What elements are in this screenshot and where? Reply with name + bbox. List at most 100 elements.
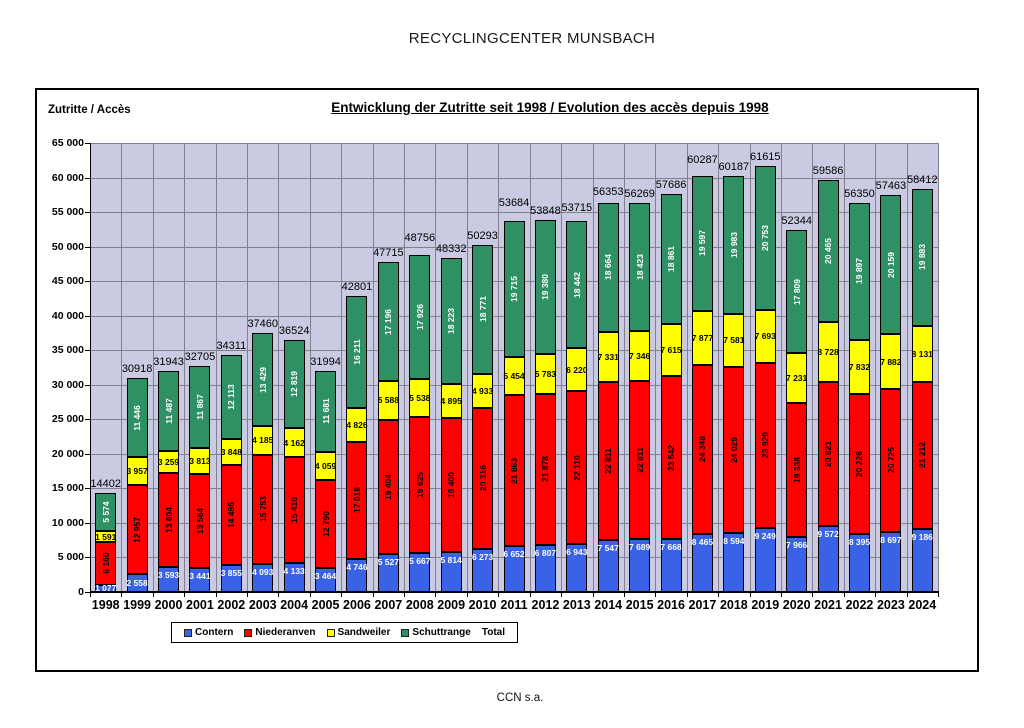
x-tick-label: 2008 — [405, 598, 434, 612]
bar-segment-label: 17 018 — [351, 487, 362, 514]
x-axis-tick — [592, 592, 594, 597]
bar-segment-schuttrange — [503, 221, 525, 358]
bar-segment-schuttrange — [189, 366, 211, 449]
bar-segment-label: 23 542 — [666, 444, 677, 471]
bar-segment-label: 4 059 — [314, 460, 337, 471]
bar-segment-label: 19 983 — [728, 232, 739, 259]
bar-segment-label: 3 464 — [314, 571, 337, 582]
x-gridline — [875, 143, 877, 592]
bar-segment-schuttrange — [786, 230, 808, 354]
bar-segment-label: 1 591 — [95, 531, 117, 542]
bar-segment-label: 4 093 — [252, 566, 274, 577]
bar-segment-label: 7 832 — [848, 362, 871, 373]
y-axis-tick — [85, 143, 90, 144]
x-tick-label: 2010 — [468, 598, 497, 612]
x-gridline — [404, 143, 406, 592]
bar-segment-label: 4 746 — [346, 562, 368, 573]
bar-segment-label: 20 159 — [885, 251, 896, 278]
bar-segment-contern — [911, 528, 933, 592]
bar-segment-label: 18 423 — [634, 253, 645, 280]
y-axis-tick — [85, 246, 90, 248]
x-tick-label: 1998 — [91, 598, 120, 612]
y-axis-tick — [85, 453, 90, 455]
bar-segment-label: 3 855 — [220, 568, 242, 579]
bar-segment-contern — [95, 584, 117, 592]
bar-segment-label: 11 446 — [132, 405, 143, 431]
y-tick-label: 65 000 — [51, 137, 84, 149]
bar-segment-sandweiler — [848, 340, 870, 395]
bar-total-label: 31994 — [310, 355, 341, 368]
x-axis-tick — [466, 592, 468, 597]
x-gridline — [749, 143, 751, 592]
bar-segment-contern — [315, 568, 337, 592]
y-tick-label: 30 000 — [51, 378, 84, 391]
bar-segment-niederanven — [566, 391, 588, 545]
y-axis-tick — [85, 419, 90, 421]
bar-segment-sandweiler — [377, 381, 399, 420]
x-gridline — [906, 143, 908, 592]
y-axis-tick — [85, 177, 90, 179]
bar-segment-schuttrange — [566, 220, 588, 349]
bar-segment-contern — [158, 567, 180, 592]
bar-segment-niederanven — [283, 457, 305, 564]
x-axis-tick — [812, 592, 814, 597]
bar-segment-label: 13 604 — [163, 507, 174, 534]
bar-segment-label: 5 527 — [377, 556, 399, 567]
x-axis-tick — [309, 592, 311, 597]
bar-segment-schuttrange — [126, 378, 148, 458]
bar-segment-sandweiler — [189, 448, 211, 475]
x-gridline — [215, 143, 217, 592]
x-tick-label: 1999 — [123, 598, 152, 612]
bar-segment-contern — [534, 544, 556, 592]
bar-segment-label: 22 110 — [571, 454, 582, 481]
bar-segment-label: 19 897 — [854, 258, 865, 285]
bar-segment-label: 20 316 — [477, 465, 488, 492]
bar-segment-label: 21 878 — [540, 456, 551, 483]
x-gridline — [498, 143, 500, 592]
bar-segment-label: 19 715 — [509, 276, 519, 303]
bar-segment-niederanven — [880, 388, 902, 532]
bar-segment-label: 3 813 — [189, 456, 211, 467]
x-gridline — [184, 143, 186, 592]
x-gridline — [466, 143, 468, 592]
bar-segment-label: 16 211 — [351, 339, 362, 366]
bar-segment-contern — [786, 536, 808, 592]
bar-segment-niederanven — [534, 393, 556, 545]
bar-segment-label: 8 131 — [911, 348, 933, 359]
bar-segment-label: 7 882 — [880, 356, 902, 367]
bar-total-label: 50293 — [467, 229, 498, 242]
bar-segment-schuttrange — [660, 193, 682, 324]
bar-segment-niederanven — [95, 542, 117, 585]
bar-segment-sandweiler — [911, 325, 933, 382]
bar-segment-niederanven — [126, 484, 148, 575]
bar-segment-label: 7 693 — [754, 331, 776, 342]
bar-total-label: 57463 — [875, 180, 907, 193]
x-axis-tick — [184, 592, 186, 597]
x-gridline — [152, 143, 154, 592]
x-gridline — [247, 143, 249, 592]
y-tick-label: 55 000 — [51, 206, 84, 219]
bar-segment-sandweiler — [566, 348, 588, 392]
bar-segment-label: 8 465 — [691, 536, 714, 547]
bar-segment-label: 17 926 — [414, 304, 425, 331]
bar-segment-label: 23 920 — [760, 432, 771, 459]
bar-segment-sandweiler — [597, 331, 619, 383]
bar-segment-contern — [754, 528, 776, 592]
bar-segment-schuttrange — [691, 175, 713, 311]
bar-segment-niederanven — [315, 479, 337, 569]
bar-total-label: 60187 — [718, 161, 750, 174]
y-gridline — [90, 143, 938, 144]
bar-segment-sandweiler — [126, 457, 148, 485]
bar-segment-contern — [503, 546, 525, 592]
bar-segment-contern — [880, 531, 902, 592]
bar-segment-label: 7 331 — [597, 351, 619, 362]
bar-segment-label: 7 547 — [597, 542, 619, 553]
bar-segment-label: 19 380 — [540, 273, 551, 300]
bar-segment-schuttrange — [848, 202, 870, 341]
legend-item-schuttrange: Schuttrange — [401, 627, 471, 638]
bar-total-label: 56269 — [624, 188, 655, 201]
legend-item-total: Total — [482, 627, 505, 638]
bar-segment-label: 11 487 — [163, 398, 174, 424]
bar-total-label: 48332 — [435, 243, 467, 256]
bar-total-label: 32705 — [184, 351, 216, 364]
